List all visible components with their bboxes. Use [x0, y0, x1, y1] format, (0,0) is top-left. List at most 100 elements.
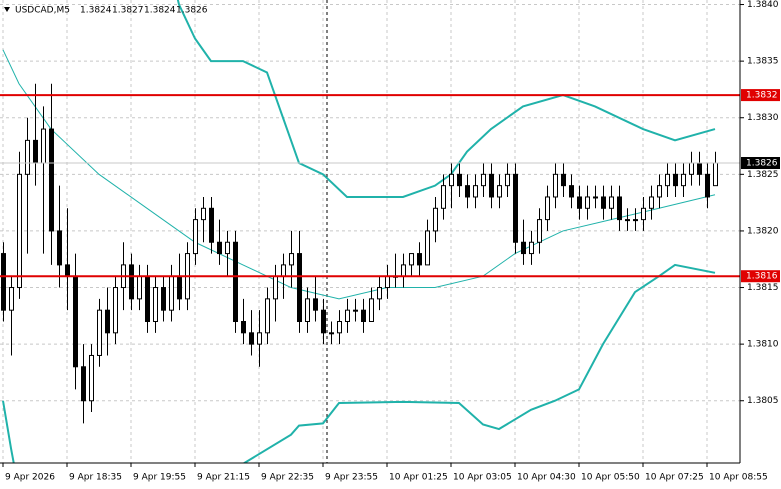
candle-body — [297, 253, 302, 322]
candle-body — [57, 230, 62, 266]
candle-body — [377, 287, 382, 300]
candle-body — [569, 185, 574, 198]
candle-body — [177, 275, 182, 300]
candle-body — [49, 128, 54, 232]
x-tick-label: 10 Apr 01:25 — [389, 473, 448, 483]
candle-body — [457, 173, 462, 187]
candle-body — [513, 173, 518, 243]
y-tick-label: 1.3830 — [747, 113, 779, 123]
candle-body — [481, 173, 486, 187]
ohlc-value: 1.3826 — [176, 6, 208, 16]
candle-body — [681, 173, 686, 187]
y-tick-label: 1.3815 — [747, 283, 779, 293]
candle-body — [193, 219, 198, 255]
candle-body — [705, 173, 710, 198]
candle-body — [673, 173, 678, 187]
ohlc-value: 1.3824 — [80, 6, 112, 16]
candle-body — [17, 173, 22, 289]
candle-body — [273, 275, 278, 300]
candle-body — [25, 139, 30, 175]
candle-body — [209, 207, 214, 243]
candle-body — [345, 309, 350, 322]
candle-body — [657, 185, 662, 198]
candle-body — [265, 298, 270, 334]
candle-body — [609, 196, 614, 209]
candle-body — [33, 139, 38, 164]
candle-body — [161, 287, 166, 311]
candle-body — [417, 253, 422, 266]
candle-body — [409, 253, 414, 266]
level-tag — [741, 270, 780, 283]
candle-body — [473, 185, 478, 198]
x-tick-label: 9 Apr 2026 — [5, 473, 55, 483]
symbol-label: USDCAD,M5 — [15, 6, 70, 16]
menu-arrow[interactable] — [4, 7, 10, 12]
candle-body — [449, 173, 454, 187]
candle-body — [225, 241, 230, 255]
candle-body — [137, 275, 142, 300]
candle-body — [65, 264, 70, 277]
level-label: 1.3816 — [746, 272, 778, 282]
candle-body — [257, 332, 262, 345]
candle-body — [217, 241, 222, 255]
x-tick-label: 10 Apr 04:30 — [517, 473, 576, 483]
level-label: 1.3832 — [746, 91, 778, 101]
candle-body — [337, 320, 342, 334]
x-tick-label: 9 Apr 21:15 — [197, 473, 250, 483]
candle-body — [145, 275, 150, 322]
candle-body — [233, 241, 238, 322]
y-tick-label: 1.3805 — [747, 396, 779, 406]
candle-body — [665, 173, 670, 187]
x-tick-label: 10 Apr 08:55 — [709, 473, 768, 483]
candle-body — [561, 173, 566, 187]
y-tick-label: 1.3840 — [747, 0, 779, 10]
candle-body — [113, 287, 118, 334]
candle-body — [305, 298, 310, 322]
candle-body — [521, 241, 526, 255]
candle-body — [617, 196, 622, 221]
candle-body — [433, 207, 438, 232]
candle-body — [81, 366, 86, 402]
x-tick-label: 9 Apr 19:55 — [133, 473, 186, 483]
candle-body — [169, 275, 174, 311]
y-tick-label: 1.3835 — [747, 57, 779, 67]
candle-body — [649, 196, 654, 209]
candle-body — [385, 275, 390, 289]
candle-body — [41, 128, 46, 164]
ohlc-value: 1.3827 — [112, 6, 144, 16]
candle-body — [633, 219, 638, 222]
price-tag — [741, 157, 780, 170]
y-tick-label: 1.3825 — [747, 170, 779, 180]
x-tick-label: 10 Apr 07:25 — [645, 473, 704, 483]
ohlc-value: 1.3824 — [144, 6, 176, 16]
candle-body — [289, 253, 294, 266]
x-tick-label: 9 Apr 22:35 — [261, 473, 314, 483]
candle-body — [369, 298, 374, 322]
plot-area — [0, 0, 740, 463]
price-label: 1.3826 — [746, 159, 778, 169]
candle-body — [201, 207, 206, 221]
candle-body — [601, 196, 606, 209]
candle-body — [9, 287, 14, 311]
candle-body — [321, 309, 326, 334]
candle-body — [329, 332, 334, 335]
candle-body — [713, 162, 718, 187]
indicator-line — [176, 0, 716, 198]
candle-body — [489, 173, 494, 198]
candle-body — [529, 241, 534, 255]
candle-body — [97, 309, 102, 356]
candle-body — [689, 162, 694, 175]
candle-body — [641, 207, 646, 221]
candle-body — [153, 287, 158, 322]
candle-body — [401, 264, 406, 277]
indicator-line — [2, 263, 716, 463]
candle-body — [593, 196, 598, 199]
candle-body — [577, 196, 582, 209]
indicator-line — [2, 49, 716, 300]
candle-body — [441, 185, 446, 209]
level-tag — [741, 89, 780, 102]
candle-body — [425, 230, 430, 266]
x-tick-label: 10 Apr 03:05 — [453, 473, 512, 483]
y-tick-label: 1.3820 — [747, 226, 779, 236]
